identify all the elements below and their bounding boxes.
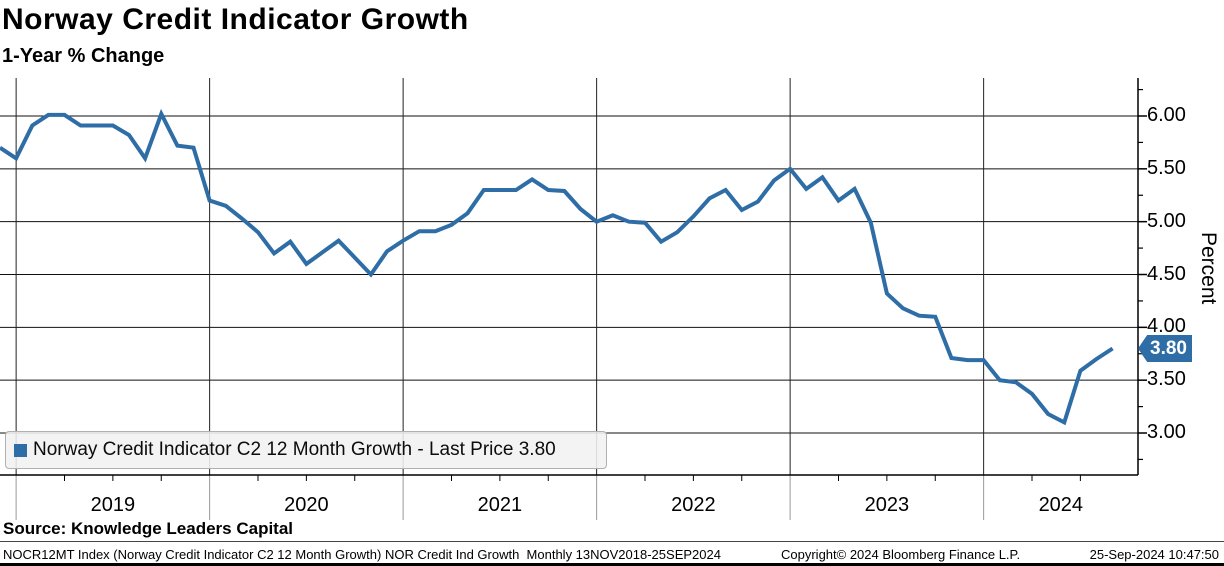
x-axis-tick-label: 2020 (284, 494, 329, 516)
y-axis-tick-label: 5.50 (1147, 156, 1186, 179)
footer: NOCR12MT Index (Norway Credit Indicator … (0, 547, 1224, 563)
footer-copyright: Copyright© 2024 Bloomberg Finance L.P. (781, 547, 1021, 562)
x-axis-tick-label: 2022 (671, 494, 716, 516)
chart-subtitle: 1-Year % Change (2, 45, 165, 67)
footer-ticker-info: NOCR12MT Index (Norway Credit Indicator … (3, 547, 721, 562)
y-axis-tick-label: 5.00 (1147, 209, 1186, 232)
y-axis-tick-label: 3.00 (1147, 421, 1186, 443)
bottom-border (0, 563, 1224, 566)
footer-divider (0, 541, 1224, 542)
source-note: Source: Knowledge Leaders Capital (3, 519, 294, 538)
x-axis-tick-label: 2021 (477, 494, 523, 516)
page-title: Norway Credit Indicator Growth (2, 3, 469, 36)
footer-timestamp: 25-Sep-2024 10:47:50 (1089, 547, 1219, 562)
last-price-badge: 3.80 (1138, 335, 1192, 362)
legend-series-marker-icon (14, 443, 27, 457)
legend: Norway Credit Indicator C2 12 Month Grow… (5, 431, 607, 469)
x-axis-tick-label: 2024 (1038, 494, 1084, 516)
y-axis-tick-label: 4.00 (1147, 315, 1186, 338)
y-axis-tick-label: 3.50 (1147, 368, 1186, 391)
y-axis-tick-label: 6.00 (1147, 104, 1186, 126)
series-line (0, 108, 1114, 426)
x-axis-tick-label: 2019 (90, 494, 136, 516)
x-axis-tick-label: 2023 (864, 494, 910, 516)
legend-series-label: Norway Credit Indicator C2 12 Month Grow… (33, 439, 556, 460)
y-axis-tick-label: 4.50 (1147, 262, 1186, 285)
y-axis-title: Percent (1197, 232, 1220, 305)
